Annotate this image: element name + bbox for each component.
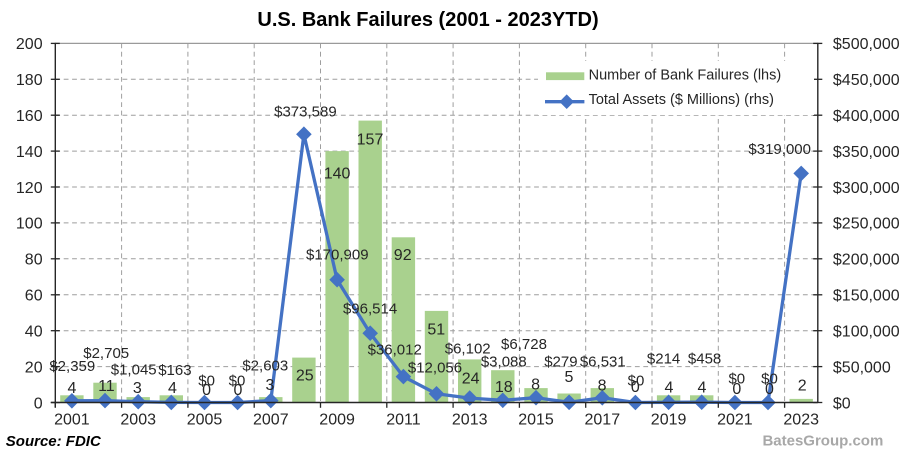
svg-text:$0: $0 [833,395,851,412]
svg-text:2019: 2019 [651,412,687,429]
svg-text:$96,514: $96,514 [343,300,397,317]
svg-text:8: 8 [531,376,540,393]
svg-text:80: 80 [25,252,43,269]
svg-text:$6,728: $6,728 [501,336,547,353]
svg-text:2021: 2021 [717,412,753,429]
svg-text:120: 120 [16,180,43,197]
svg-text:4: 4 [168,380,177,397]
svg-text:$0: $0 [628,372,645,389]
svg-text:$0: $0 [761,371,778,388]
svg-text:0: 0 [233,382,242,399]
svg-text:5: 5 [564,369,573,386]
svg-text:$200,000: $200,000 [833,252,900,269]
svg-text:2013: 2013 [452,412,488,429]
svg-text:160: 160 [16,108,43,125]
svg-text:0: 0 [202,382,211,399]
svg-text:$250,000: $250,000 [833,216,900,233]
svg-text:0: 0 [732,381,741,398]
svg-text:0: 0 [765,381,774,398]
svg-text:$373,589: $373,589 [274,104,337,121]
svg-text:4: 4 [697,379,706,396]
svg-text:$150,000: $150,000 [833,288,900,305]
svg-text:$36,012: $36,012 [368,341,422,358]
svg-text:25: 25 [296,368,314,385]
svg-text:8: 8 [598,378,607,395]
svg-text:11: 11 [98,378,115,395]
svg-text:$50,000: $50,000 [833,359,891,376]
svg-text:2007: 2007 [253,412,289,429]
svg-text:140: 140 [324,166,351,183]
svg-text:40: 40 [25,324,43,341]
svg-text:2017: 2017 [585,412,621,429]
svg-text:$0: $0 [198,372,215,389]
svg-text:140: 140 [16,144,43,161]
svg-text:2015: 2015 [518,412,554,429]
svg-text:$1,045: $1,045 [111,362,157,379]
svg-text:60: 60 [25,288,43,305]
svg-text:$170,909: $170,909 [306,247,369,264]
svg-text:BatesGroup.com: BatesGroup.com [762,433,883,450]
svg-text:24: 24 [462,371,480,388]
svg-text:157: 157 [357,132,384,149]
svg-text:$100,000: $100,000 [833,324,900,341]
svg-text:$3,088: $3,088 [481,354,527,371]
svg-text:$6,531: $6,531 [580,354,626,371]
svg-text:U.S. Bank Failures (2001 - 202: U.S. Bank Failures (2001 - 2023YTD) [257,9,598,31]
svg-text:180: 180 [16,72,43,89]
svg-text:$2,359: $2,359 [49,358,95,375]
svg-text:$214: $214 [647,350,680,367]
svg-text:Total Assets ($ Millions) (rhs: Total Assets ($ Millions) (rhs) [589,92,774,108]
svg-text:200: 200 [16,36,43,53]
svg-text:92: 92 [394,247,412,264]
svg-text:4: 4 [67,380,76,397]
svg-text:$0: $0 [229,372,246,389]
svg-text:$319,000: $319,000 [748,141,811,158]
svg-text:51: 51 [427,321,445,338]
svg-text:2005: 2005 [187,412,223,429]
svg-text:2001: 2001 [54,412,90,429]
svg-text:3: 3 [133,380,142,397]
svg-text:0: 0 [631,379,640,396]
svg-text:4: 4 [664,379,673,396]
svg-text:$500,000: $500,000 [833,36,900,53]
svg-text:$400,000: $400,000 [833,108,900,125]
svg-text:$2,603: $2,603 [242,357,288,374]
svg-text:20: 20 [25,359,43,376]
svg-text:2003: 2003 [120,412,156,429]
svg-text:2011: 2011 [386,412,421,429]
svg-text:$458: $458 [688,350,721,367]
svg-text:2023: 2023 [783,412,819,429]
svg-text:$163: $163 [158,362,191,379]
svg-text:3: 3 [266,377,275,394]
svg-text:0: 0 [34,395,43,412]
svg-text:$12,056: $12,056 [408,359,462,376]
svg-text:2009: 2009 [319,412,355,429]
svg-text:$279: $279 [544,354,577,371]
svg-text:2: 2 [798,378,807,395]
svg-text:18: 18 [495,379,513,396]
svg-text:Number of Bank Failures (lhs): Number of Bank Failures (lhs) [589,68,782,84]
svg-text:Source: FDIC: Source: FDIC [6,433,102,450]
svg-text:$0: $0 [728,371,745,388]
svg-text:$350,000: $350,000 [833,144,900,161]
svg-text:100: 100 [16,216,43,233]
svg-text:$6,102: $6,102 [445,341,491,358]
svg-text:$300,000: $300,000 [833,180,900,197]
svg-text:$450,000: $450,000 [833,72,900,89]
svg-text:$2,705: $2,705 [83,345,129,362]
